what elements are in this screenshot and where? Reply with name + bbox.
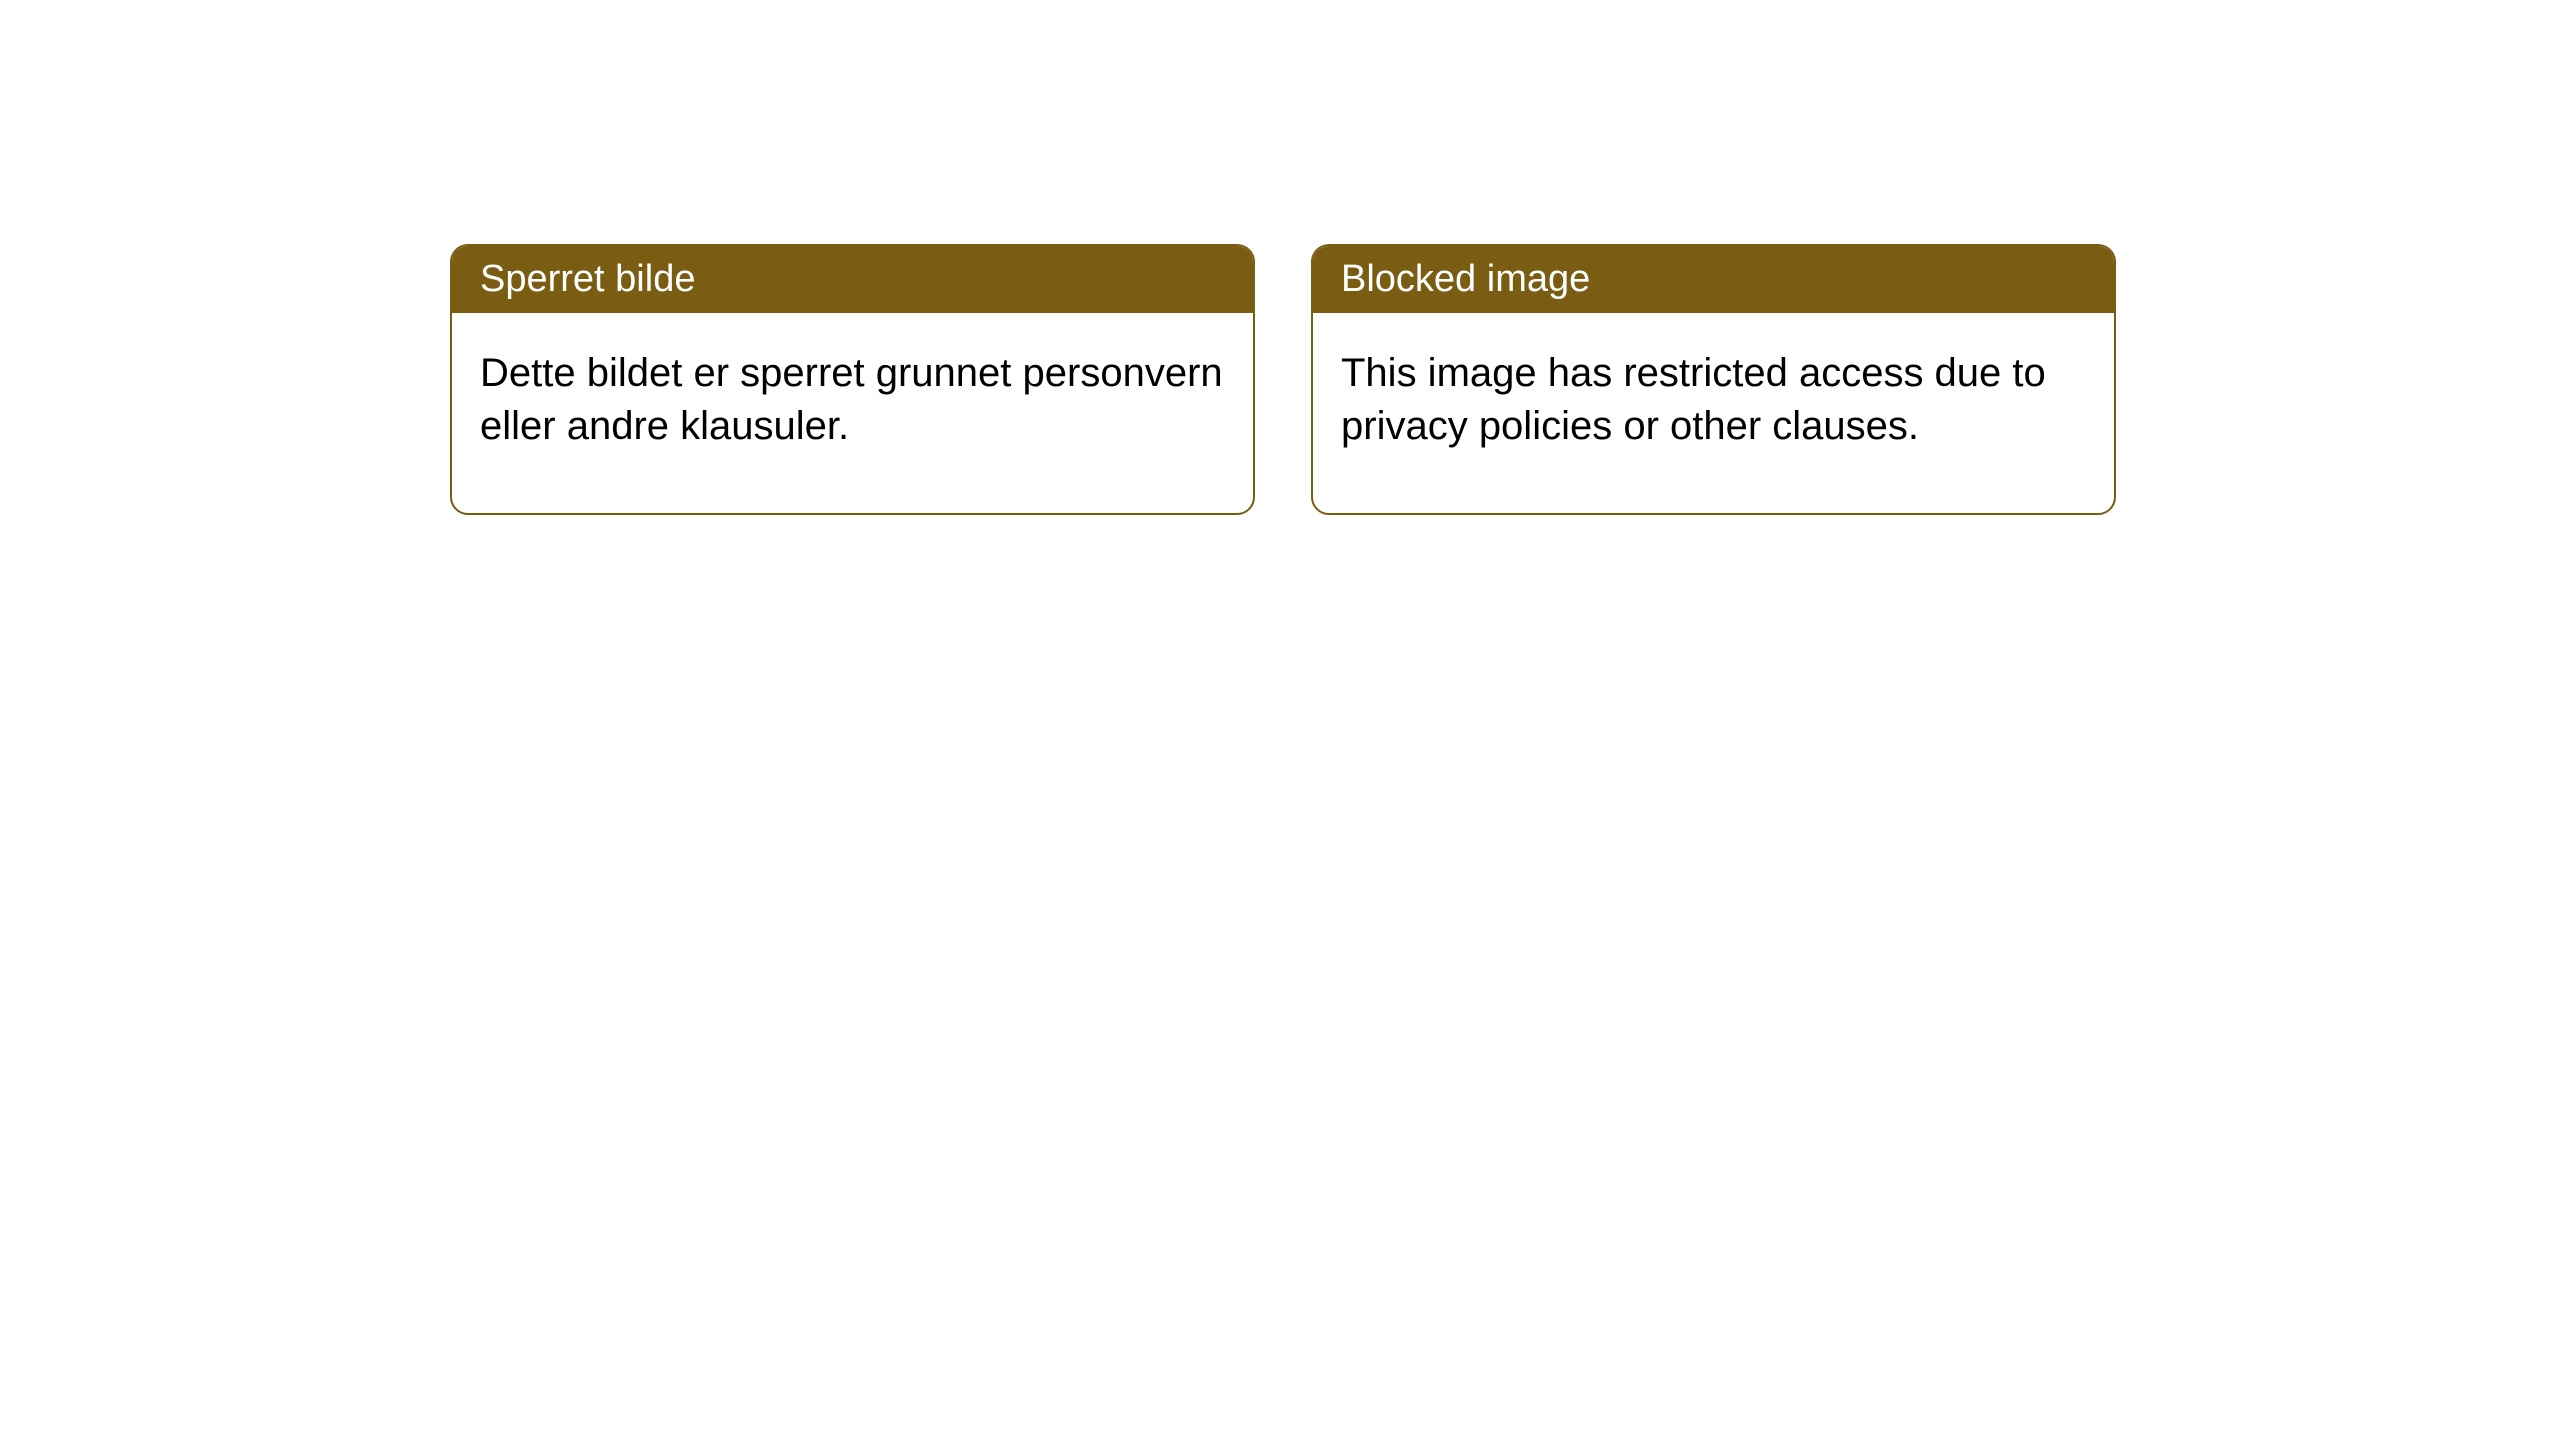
card-title: Blocked image	[1341, 258, 1590, 300]
card-header-no: Sperret bilde	[452, 246, 1253, 313]
card-text: This image has restricted access due to …	[1341, 351, 2046, 448]
card-header-en: Blocked image	[1313, 246, 2114, 313]
card-english: Blocked image This image has restricted …	[1311, 244, 2116, 515]
card-body-no: Dette bildet er sperret grunnet personve…	[452, 313, 1253, 513]
card-text: Dette bildet er sperret grunnet personve…	[480, 351, 1223, 448]
blocked-image-cards: Sperret bilde Dette bildet er sperret gr…	[450, 244, 2116, 515]
card-body-en: This image has restricted access due to …	[1313, 313, 2114, 513]
card-norwegian: Sperret bilde Dette bildet er sperret gr…	[450, 244, 1255, 515]
card-title: Sperret bilde	[480, 258, 695, 300]
